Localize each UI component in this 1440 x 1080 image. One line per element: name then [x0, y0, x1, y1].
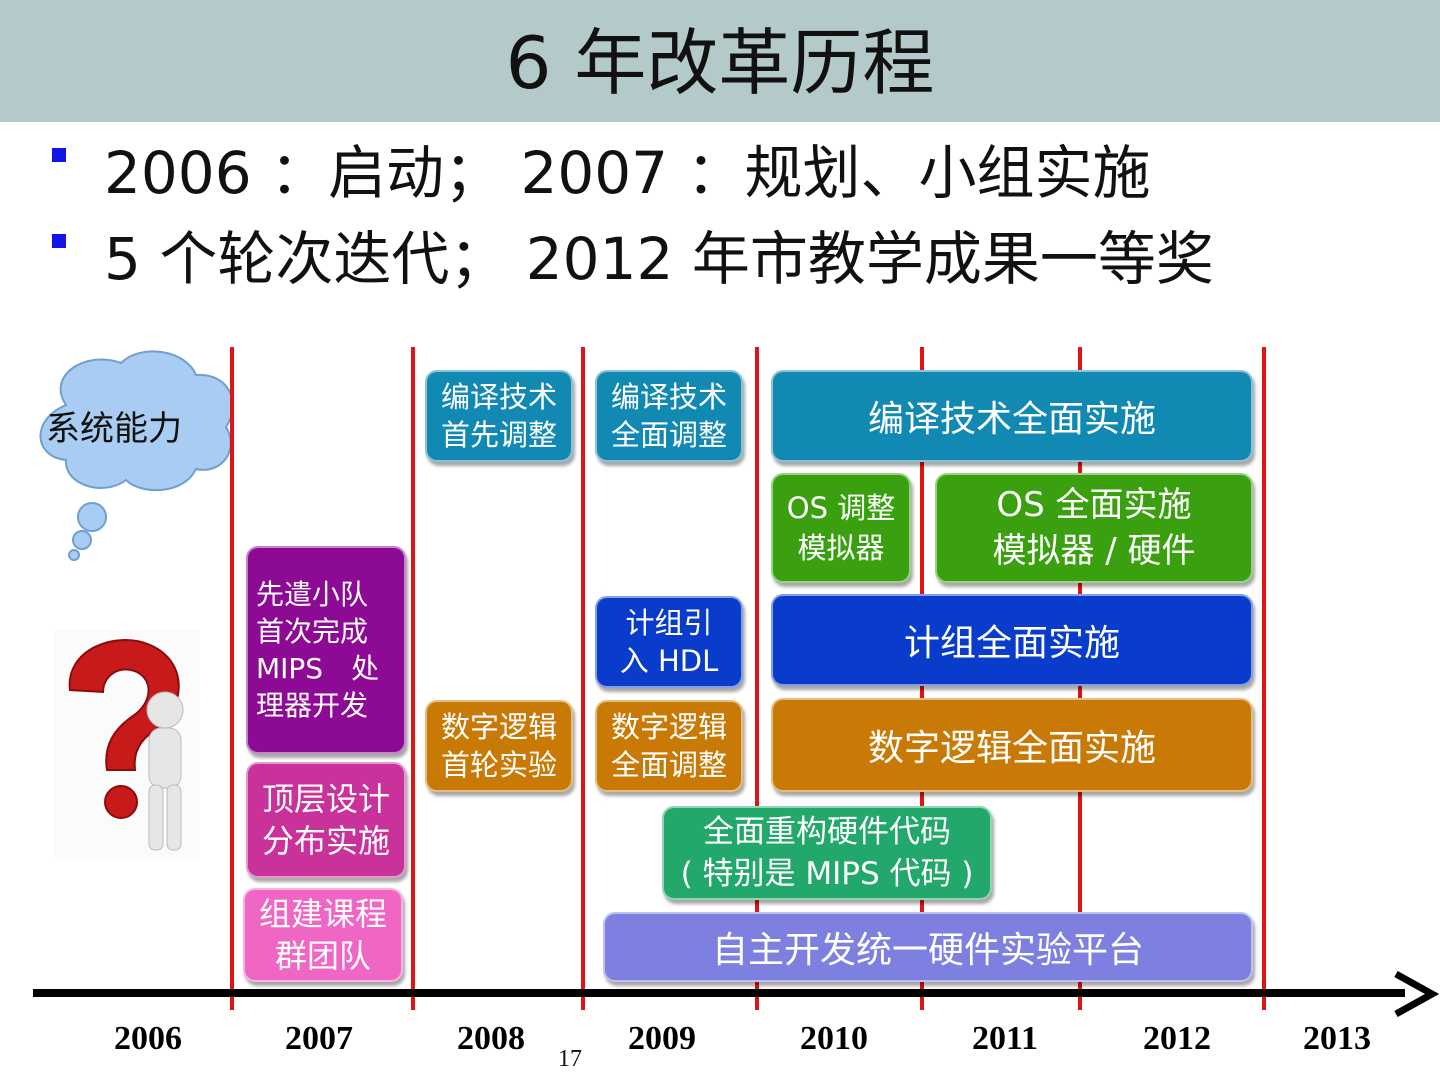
axis-arrow-icon: [1394, 970, 1440, 1018]
year-divider: [411, 347, 415, 1010]
box-advance-team: 先遣小队 首次完成 MIPS 处 理器开发: [246, 546, 406, 754]
question-mark-figure-icon: [55, 630, 200, 860]
bullet-item-2: 5 个轮次迭代； 2012 年市教学成果一等奖: [52, 224, 1214, 294]
timeline-axis: [33, 989, 1405, 997]
box-dl-first: 数字逻辑 首轮实验: [425, 700, 573, 792]
year-label: 2009: [628, 1020, 696, 1057]
year-label: 2007: [285, 1020, 353, 1057]
bullet-text: 5 个轮次迭代； 2012 年市教学成果一等奖: [104, 225, 1214, 293]
box-unified-platform: 自主开发统一硬件实验平台: [603, 912, 1253, 982]
box-compile-first-adjust: 编译技术 首先调整: [425, 370, 573, 462]
box-os-adjust: OS 调整 模拟器: [771, 473, 911, 583]
year-label: 2012: [1143, 1020, 1211, 1057]
bullet-marker: [52, 148, 66, 162]
year-label: 2008: [457, 1020, 525, 1057]
year-label: 2011: [971, 1020, 1039, 1057]
year-divider: [755, 347, 759, 1010]
box-team-build: 组建课程 群团队: [243, 888, 403, 982]
box-co-hdl: 计组引 入 HDL: [595, 596, 743, 688]
year-divider: [581, 347, 585, 1010]
title-bar: [0, 0, 1440, 122]
box-compile-full-adjust: 编译技术 全面调整: [595, 370, 743, 462]
year-divider: [1262, 347, 1266, 1010]
box-compile-full-impl: 编译技术全面实施: [771, 370, 1253, 462]
bullet-marker: [52, 234, 66, 248]
year-divider: [230, 347, 234, 1010]
box-top-design: 顶层设计 分布实施: [246, 762, 406, 878]
year-label: 2006: [114, 1020, 182, 1057]
box-dl-full-impl: 数字逻辑全面实施: [771, 698, 1253, 792]
bullet-text: 2006 ：启动； 2007 ：规划、小组实施: [104, 139, 1151, 207]
page-number: 17: [558, 1046, 582, 1072]
box-co-full-impl: 计组全面实施: [771, 594, 1253, 686]
cloud-label: 系统能力: [46, 409, 182, 449]
slide-title: 6 年改革历程: [505, 21, 935, 105]
box-os-full-impl: OS 全面实施 模拟器 / 硬件: [935, 473, 1253, 583]
thought-cloud-icon: 系统能力: [39, 350, 234, 561]
bullet-item-1: 2006 ：启动； 2007 ：规划、小组实施: [52, 138, 1151, 208]
box-hw-rebuild: 全面重构硬件代码 ( 特别是 MIPS 代码 ): [662, 806, 992, 900]
year-label: 2013: [1303, 1020, 1371, 1057]
year-label: 2010: [800, 1020, 868, 1057]
box-dl-full-adjust: 数字逻辑 全面调整: [595, 700, 743, 792]
